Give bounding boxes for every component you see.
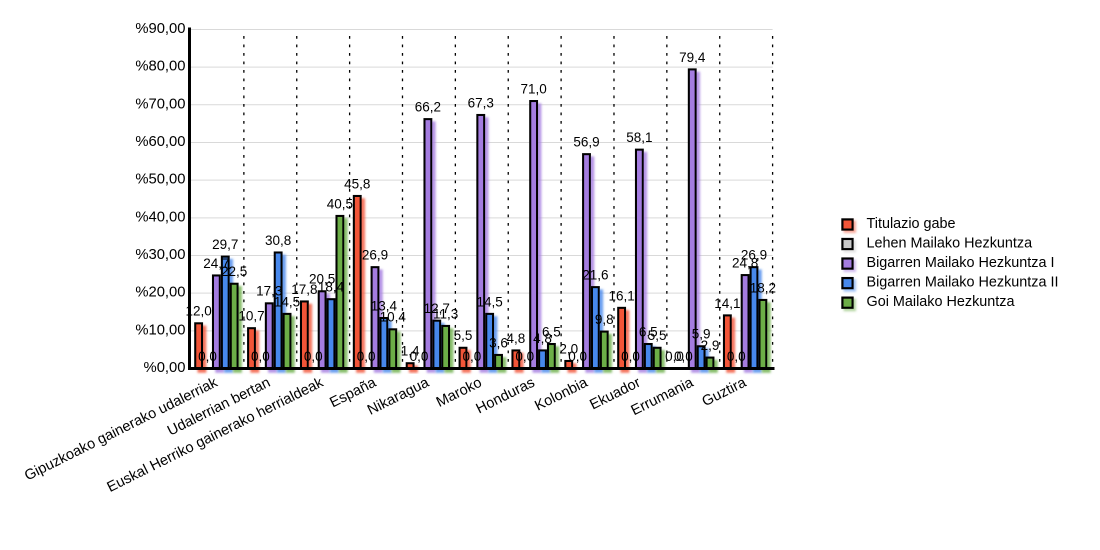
svg-text:%40,00: %40,00 [135, 209, 185, 225]
svg-text:Titulazio gabe: Titulazio gabe [867, 216, 956, 232]
svg-text:0,0: 0,0 [462, 349, 481, 364]
svg-text:0,0: 0,0 [674, 349, 693, 364]
svg-text:4,8: 4,8 [506, 331, 525, 346]
svg-text:0,0: 0,0 [621, 349, 640, 364]
svg-text:0,0: 0,0 [410, 349, 429, 364]
svg-text:71,0: 71,0 [520, 81, 546, 96]
svg-text:5,9: 5,9 [692, 327, 711, 342]
svg-text:67,3: 67,3 [468, 95, 494, 110]
svg-text:11,3: 11,3 [433, 306, 458, 321]
svg-text:16,1: 16,1 [608, 288, 634, 303]
svg-text:2,9: 2,9 [701, 338, 720, 353]
svg-text:%70,00: %70,00 [135, 96, 185, 112]
svg-text:2,0: 2,0 [559, 341, 578, 356]
svg-text:45,8: 45,8 [344, 176, 370, 191]
svg-text:58,1: 58,1 [626, 130, 652, 145]
svg-text:%0,00: %0,00 [144, 360, 186, 376]
svg-text:%60,00: %60,00 [135, 134, 185, 150]
svg-text:40,5: 40,5 [327, 196, 353, 211]
svg-text:13,4: 13,4 [371, 298, 398, 313]
svg-text:1,4: 1,4 [401, 344, 420, 359]
svg-text:%80,00: %80,00 [135, 59, 185, 75]
svg-text:14,5: 14,5 [274, 294, 300, 309]
svg-text:14,1: 14,1 [714, 296, 740, 311]
svg-text:Bigarren Mailako Hezkuntza I: Bigarren Mailako Hezkuntza I [867, 255, 1055, 271]
svg-text:0,0: 0,0 [515, 349, 534, 364]
svg-text:17,3: 17,3 [256, 284, 282, 299]
svg-text:0,0: 0,0 [198, 349, 217, 364]
svg-text:0,0: 0,0 [568, 349, 587, 364]
svg-text:0,0: 0,0 [357, 349, 376, 364]
svg-text:Goi Mailako Hezkuntza: Goi Mailako Hezkuntza [867, 294, 1015, 310]
svg-text:26,9: 26,9 [741, 248, 767, 263]
svg-text:26,9: 26,9 [362, 248, 388, 263]
svg-text:30,8: 30,8 [265, 233, 291, 248]
svg-text:Bigarren Mailako Hezkuntza II: Bigarren Mailako Hezkuntza II [867, 275, 1059, 291]
svg-text:21,6: 21,6 [582, 268, 608, 283]
svg-text:0,0: 0,0 [665, 349, 684, 364]
svg-text:18,4: 18,4 [318, 280, 345, 295]
svg-text:5,5: 5,5 [454, 328, 473, 343]
svg-text:20,5: 20,5 [309, 272, 335, 287]
svg-text:6,5: 6,5 [639, 324, 658, 339]
svg-text:0,0: 0,0 [251, 349, 270, 364]
svg-text:10,7: 10,7 [238, 309, 264, 324]
svg-text:22,5: 22,5 [221, 264, 247, 279]
svg-text:0,0: 0,0 [727, 349, 746, 364]
svg-text:%10,00: %10,00 [135, 322, 185, 338]
svg-text:3,6: 3,6 [489, 335, 508, 350]
svg-text:%20,00: %20,00 [135, 285, 185, 301]
svg-text:Lehen Mailako Hezkuntza: Lehen Mailako Hezkuntza [867, 236, 1033, 252]
svg-text:%30,00: %30,00 [135, 247, 185, 263]
svg-text:10,4: 10,4 [380, 310, 407, 325]
svg-text:29,7: 29,7 [212, 237, 238, 252]
svg-text:79,4: 79,4 [679, 50, 706, 65]
svg-text:56,9: 56,9 [573, 135, 599, 150]
svg-text:5,5: 5,5 [648, 328, 667, 343]
svg-text:66,2: 66,2 [415, 100, 441, 115]
svg-text:%90,00: %90,00 [135, 21, 185, 37]
svg-text:14,5: 14,5 [476, 294, 502, 309]
svg-text:12,7: 12,7 [424, 301, 450, 316]
svg-text:18,2: 18,2 [750, 280, 776, 295]
svg-text:9,8: 9,8 [595, 312, 614, 327]
svg-text:%50,00: %50,00 [135, 172, 185, 188]
svg-text:17,8: 17,8 [291, 282, 317, 297]
svg-text:0,0: 0,0 [304, 349, 323, 364]
svg-text:24,8: 24,8 [732, 255, 758, 270]
svg-text:12,0: 12,0 [185, 304, 211, 319]
svg-text:6,5: 6,5 [542, 324, 561, 339]
svg-text:4,8: 4,8 [533, 331, 552, 346]
svg-text:24,7: 24,7 [203, 256, 229, 271]
